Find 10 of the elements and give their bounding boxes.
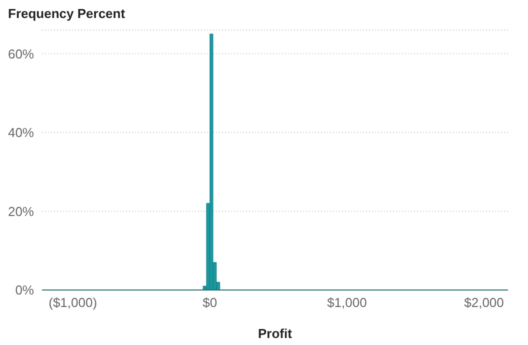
x-tick-label: ($1,000) (48, 295, 98, 310)
y-tick-label: 60% (8, 46, 34, 62)
y-tick-label: 20% (8, 204, 34, 219)
chart-title: Frequency Percent (8, 6, 126, 21)
y-tick-label: 0% (15, 282, 34, 298)
x-tick-label: $2,000 (464, 295, 504, 310)
x-tick-label: $1,000 (327, 295, 367, 310)
y-tick-label: 40% (8, 125, 34, 140)
x-tick-label: $0 (202, 295, 218, 310)
x-axis-title: Profit (258, 326, 293, 341)
